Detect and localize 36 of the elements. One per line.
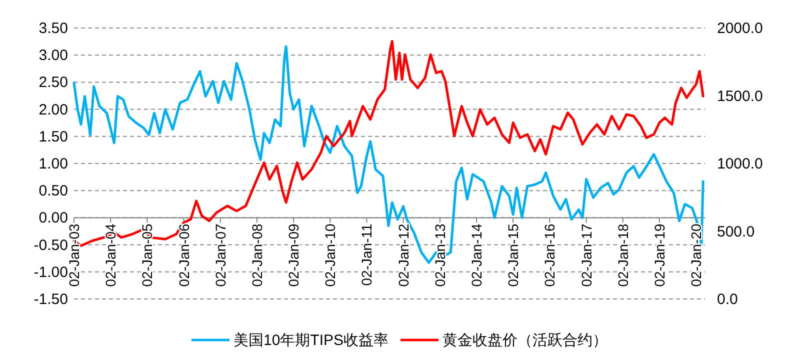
x-tick-label: 02-Jan-19	[651, 223, 668, 287]
y-tick-label: 0.50	[38, 182, 68, 200]
x-tick-label: 02-Jan-08	[248, 223, 265, 287]
x-tick-label: 02-Jan-09	[286, 223, 302, 287]
x-tick-label: 02-Jan-05	[139, 223, 156, 287]
x-tick-label: 02-Jan-13	[432, 223, 448, 287]
x-tick-label: 02-Jan-15	[505, 223, 522, 287]
y-tick-label: -0.50	[34, 236, 68, 254]
y-tick-label: -1.00	[34, 264, 68, 281]
x-tick-label: 02-Jan-07	[212, 223, 228, 287]
legend-label: 美国10年期TIPS收益率	[234, 332, 389, 349]
x-tick-label: 02-Jan-03	[66, 223, 82, 287]
x-tick-label: 02-Jan-20	[688, 223, 704, 287]
legend-label: 黄金收盘价（活跃合约）	[442, 332, 608, 349]
y2-tick-label: 0.0	[717, 291, 738, 308]
x-tick-label: 02-Jan-10	[322, 223, 338, 287]
x-tick-label: 02-Jan-11	[358, 224, 375, 286]
y-tick-label: 2.00	[38, 101, 68, 118]
y-tick-label: 2.50	[38, 74, 68, 92]
y-tick-label: -1.50	[34, 291, 68, 308]
y-tick-label: 1.00	[38, 156, 68, 172]
x-tick-label: 02-Jan-16	[542, 223, 558, 287]
y2-tick-label: 500.0	[717, 223, 755, 240]
x-tick-label: 02-Jan-17	[578, 223, 594, 287]
y2-tick-label: 1500.0	[717, 88, 763, 105]
y-tick-label: 1.50	[38, 128, 68, 146]
x-tick-label: 02-Jan-12	[395, 223, 412, 287]
x-tick-label: 02-Jan-14	[468, 223, 484, 287]
y2-tick-label: 2000.0	[717, 20, 763, 37]
y-tick-label: 0.00	[38, 210, 68, 227]
y-tick-label: 3.50	[38, 20, 68, 37]
x-tick-label: 02-Jan-18	[614, 223, 631, 287]
x-tick-label: 02-Jan-06	[176, 223, 192, 287]
x-tick-label: 02-Jan-04	[102, 223, 119, 287]
y-tick-label: 3.00	[38, 47, 68, 64]
y2-tick-label: 1000.0	[717, 156, 763, 172]
